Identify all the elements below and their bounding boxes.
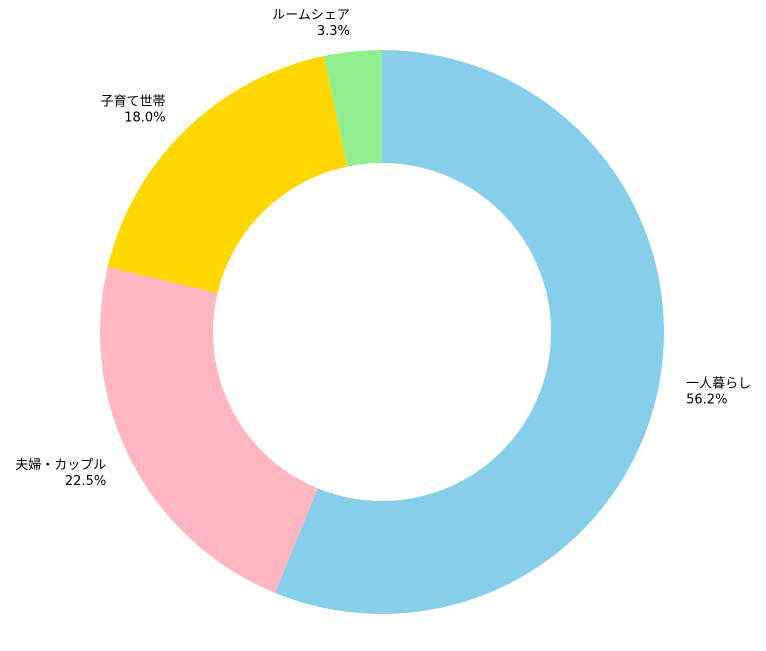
donut-slice: [107, 56, 348, 294]
value-label: 18.0%: [124, 111, 165, 126]
donut-slice: [99, 267, 318, 593]
slice-label: ルームシェア: [272, 8, 350, 23]
slice-label: 子育て世帯: [101, 94, 166, 110]
donut-slice: [323, 50, 382, 167]
donut-slice: [274, 50, 664, 614]
slice-label: 夫婦・カップル: [15, 457, 106, 473]
value-label: 56.2%: [686, 393, 727, 408]
value-label: 22.5%: [65, 474, 106, 489]
value-label: 3.3%: [317, 24, 350, 39]
slice-label: 一人暮らし: [686, 377, 751, 392]
